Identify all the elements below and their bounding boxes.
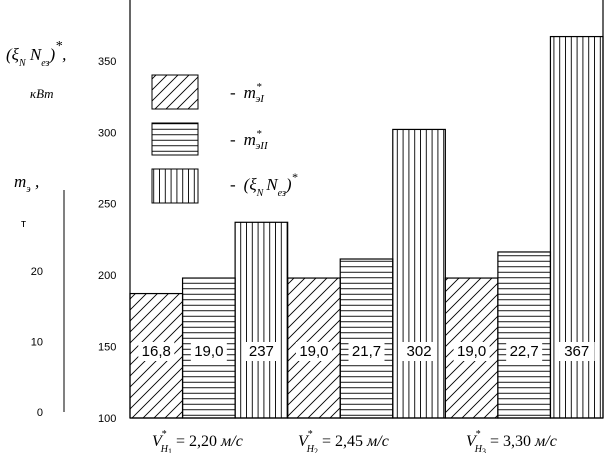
data-label-bg-series1-cat2: [295, 342, 332, 361]
left-y-tick-10: 10: [31, 337, 43, 349]
right-y-tick-300: 300: [98, 127, 116, 139]
right-y-tick-100: 100: [98, 413, 116, 425]
data-label-series1-cat3: 19,0: [457, 343, 486, 360]
data-label-series3-cat1: 237: [249, 343, 274, 360]
data-label-series1-cat1: 16,8: [142, 343, 171, 360]
left-y-axis-label: mэ , т: [14, 172, 39, 230]
data-label-bg-series3-cat2: [401, 342, 438, 361]
right-y-tick-350: 350: [98, 56, 116, 68]
data-label-series1-cat2: 19,0: [299, 343, 328, 360]
legend: - m* эI - m* эII - (ξN Nез)*: [151, 74, 298, 204]
data-label-series2-cat2: 21,7: [352, 343, 381, 360]
data-label-series3-cat2: 302: [407, 343, 432, 360]
right-y-axis-label: (ξN Nез)*, кВт: [6, 39, 66, 101]
x-category-labels: V* H1 = 2,20 м/с V* H2 = 2,45 м/с V* H3 = 3…: [152, 429, 557, 453]
left-y-unit: т: [21, 218, 26, 230]
right-y-tick-150: 150: [98, 342, 116, 354]
svg-text:mэ ,: mэ ,: [14, 172, 39, 195]
data-label-bg-series3-cat1: [243, 342, 280, 361]
left-y-tick-20: 20: [31, 266, 43, 278]
legend-swatch-2: [151, 122, 199, 156]
data-label-bg-series1-cat3: [453, 342, 490, 361]
data-labels-group: 16,8 19,0 19,0 19,0 21,7 22,7 237 302 367: [138, 342, 595, 361]
data-label-bg-series2-cat3: [506, 342, 543, 361]
data-label-bg-series2-cat2: [348, 342, 385, 361]
svg-text:(ξN Nез)*,: (ξN Nез)*,: [6, 39, 66, 69]
category-label-3: V* H3 = 3,30 м/с: [466, 429, 557, 453]
right-y-ticks: 100 150 200 250 300 350: [98, 56, 116, 425]
right-y-unit: кВт: [30, 86, 54, 101]
bar-series3-cat2: [392, 128, 446, 419]
left-y-tick-0: 0: [37, 407, 43, 419]
category-label-1: V* H1 = 2,20 м/с: [152, 429, 243, 453]
data-label-series2-cat3: 22,7: [510, 343, 539, 360]
right-y-tick-200: 200: [98, 270, 116, 282]
legend-swatch-1: [151, 74, 199, 110]
legend-swatch-3: [151, 168, 199, 204]
legend-label-2: - m* эII: [230, 128, 269, 152]
data-label-bg-series1-cat1: [138, 342, 175, 361]
left-y-ticks: 0 10 20: [31, 266, 43, 419]
legend-label-3: - (ξN Nез)*: [230, 170, 298, 199]
bar-series3-cat1: [234, 221, 289, 419]
bar-series2-cat3: [497, 251, 552, 419]
data-label-series2-cat1: 19,0: [194, 343, 223, 360]
right-y-tick-250: 250: [98, 199, 116, 211]
category-label-2: V* H2 = 2,45 м/с: [298, 429, 389, 453]
data-label-bg-series3-cat3: [558, 342, 595, 361]
data-label-bg-series2-cat1: [190, 342, 227, 361]
legend-label-1: - m* эI: [230, 81, 265, 105]
data-label-series3-cat3: 367: [564, 343, 589, 360]
bar-series2-cat2: [339, 258, 394, 419]
